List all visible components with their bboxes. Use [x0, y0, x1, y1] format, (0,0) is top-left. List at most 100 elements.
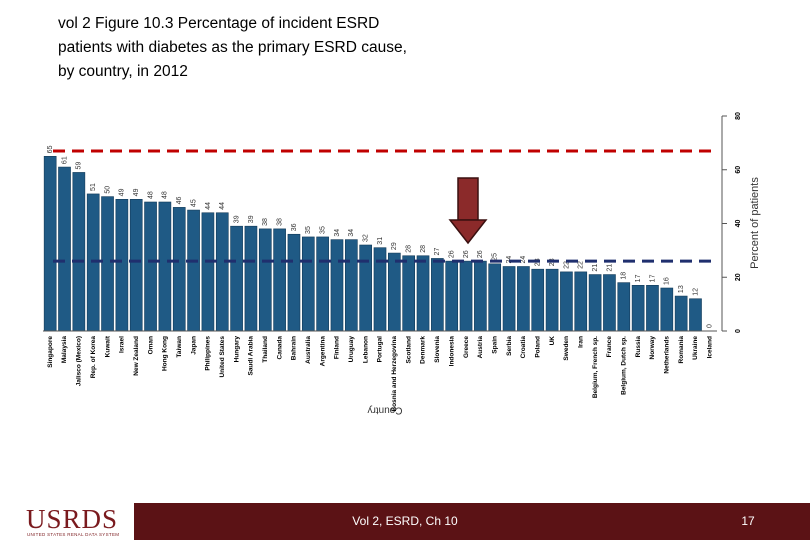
x-tick-label: United States [219, 336, 226, 378]
bar [201, 212, 215, 332]
bar [402, 255, 416, 332]
x-tick-label: Greece [463, 336, 470, 358]
bar [115, 199, 129, 332]
x-tick-label: Australia [305, 336, 312, 364]
value-label: 17 [649, 274, 656, 282]
x-tick-label: Belgium, Dutch sp. [621, 336, 628, 395]
chart-title: vol 2 Figure 10.3 Percentage of incident… [58, 15, 407, 80]
value-label: 28 [406, 245, 413, 253]
x-tick-label: France [606, 336, 613, 358]
logo-box [0, 503, 134, 540]
bar [158, 201, 172, 332]
x-tick-label: Kuwait [104, 335, 111, 357]
value-label: 36 [291, 223, 298, 231]
bar [617, 282, 631, 332]
value-label: 51 [90, 183, 97, 191]
value-label: 61 [61, 156, 68, 164]
bar [215, 212, 229, 332]
x-tick-label: Finland [334, 336, 341, 359]
bar [603, 274, 616, 332]
x-tick-label: Scotland [405, 336, 412, 363]
value-label: 38 [262, 218, 269, 226]
value-label: 38 [276, 218, 283, 226]
bar [244, 225, 258, 332]
x-tick-label: Uruguay [348, 336, 355, 363]
bar [58, 166, 71, 332]
bar [258, 228, 272, 332]
value-label: 26 [463, 250, 470, 258]
bar [301, 236, 315, 332]
bar [359, 244, 372, 332]
bar [560, 271, 573, 332]
x-tick-label: Israel [119, 336, 126, 353]
value-label: 44 [205, 202, 212, 210]
footer-text: Vol 2, ESRD, Ch 10 [352, 514, 458, 528]
value-label: 24 [506, 256, 513, 264]
value-label: 28 [420, 245, 427, 253]
x-tick-label: Portugal [377, 336, 384, 363]
logo-subtitle: UNITED STATES RENAL DATA SYSTEM [27, 532, 120, 537]
x-tick-label: Singapore [47, 336, 54, 368]
x-tick-label: Iceland [707, 336, 714, 358]
value-label: 39 [233, 215, 240, 223]
x-tick-label: Spain [491, 336, 498, 354]
x-tick-label: Hong Kong [162, 336, 169, 371]
arrow [448, 177, 488, 245]
bar [474, 260, 487, 332]
bar [674, 295, 688, 332]
x-tick-label: Thailand [262, 336, 269, 363]
x-tick-label: Japan [190, 336, 197, 355]
x-tick-label: Saudi Arabia [248, 336, 255, 376]
bar [172, 207, 186, 332]
bar [517, 266, 530, 332]
x-tick-label: Poland [534, 336, 541, 358]
bar [502, 266, 516, 332]
value-label: 24 [520, 256, 527, 264]
x-tick-label: Serbia [506, 336, 513, 356]
value-label: 17 [635, 274, 642, 282]
footer-bar [0, 503, 810, 540]
x-tick-label: Sweden [563, 336, 570, 361]
logo: USRDS [26, 504, 119, 534]
value-label: 32 [363, 234, 370, 242]
x-tick-label: Philippines [205, 336, 212, 371]
x-tick-label: Argentina [319, 336, 326, 367]
x-tick-label: Iran [577, 336, 584, 348]
value-label: 49 [133, 188, 140, 196]
bar [646, 285, 659, 332]
value-label: 34 [348, 229, 355, 237]
value-label: 34 [334, 229, 341, 237]
value-label: 50 [104, 186, 111, 194]
x-tick-label: Canada [276, 336, 283, 360]
y-tick-label: 20 [735, 273, 742, 281]
value-label: 0 [707, 324, 714, 328]
bar [273, 228, 286, 332]
bar [574, 271, 588, 332]
bar [488, 263, 502, 332]
x-tick-label: UK [549, 336, 556, 346]
y-tick-label: 40 [735, 220, 742, 228]
bar [43, 156, 57, 332]
bar [129, 199, 143, 332]
bar [72, 172, 86, 332]
page-number: 17 [741, 514, 755, 528]
x-tick-label: Norway [649, 336, 656, 360]
bar [531, 268, 545, 332]
bar [689, 298, 702, 332]
value-label: 48 [162, 191, 169, 199]
bar [187, 209, 200, 332]
value-label: 45 [190, 199, 197, 207]
value-label: 22 [578, 261, 585, 269]
bar [230, 225, 243, 332]
x-tick-label: Rep. of Korea [90, 336, 97, 379]
x-tick-label: Malaysia [61, 336, 68, 363]
bar [344, 239, 358, 332]
value-label: 39 [248, 215, 255, 223]
value-label: 46 [176, 196, 183, 204]
x-tick-label: Bahrain [291, 336, 298, 360]
x-tick-label: Netherlands [664, 336, 671, 374]
value-label: 21 [606, 264, 613, 272]
bar [416, 255, 430, 332]
x-tick-label: Oman [147, 336, 154, 354]
bar [431, 258, 444, 332]
